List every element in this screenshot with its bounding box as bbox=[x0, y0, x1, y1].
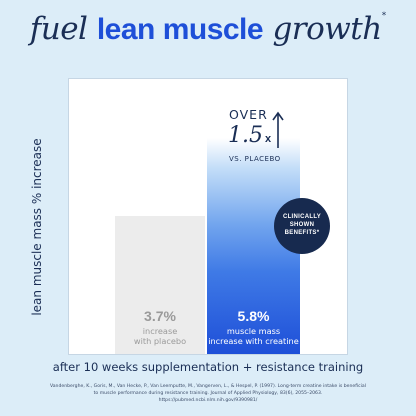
clinically-shown-badge: CLINICALLY SHOWN BENEFITS* bbox=[274, 198, 330, 254]
y-axis-label: lean muscle mass % increase bbox=[30, 138, 44, 316]
headline: fuel lean muscle growth* bbox=[0, 11, 416, 47]
citation-footnote: Vandenberghe, K., Goris, M., Van Hecke, … bbox=[49, 384, 367, 404]
badge-line-2: SHOWN bbox=[289, 222, 315, 229]
callout-vs-placebo: VS. PLACEBO bbox=[229, 155, 281, 163]
bar-creatine-description: muscle mass increase with creatine bbox=[208, 326, 299, 347]
callout-multiplier-value: 1.5 bbox=[228, 123, 263, 148]
headline-script-fuel: fuel bbox=[29, 11, 97, 47]
arrow-up-icon bbox=[272, 111, 284, 148]
headline-script-growth: growth bbox=[263, 11, 382, 47]
callout-multiplier-suffix: x bbox=[265, 133, 272, 145]
headline-bold-lean-muscle: lean muscle bbox=[96, 13, 264, 46]
callout-over-text: OVER bbox=[229, 107, 268, 122]
bar-placebo: 3.7% increase with placebo bbox=[115, 216, 205, 354]
bar-placebo-value-label: 3.7% bbox=[144, 308, 176, 324]
headline-asterisk: * bbox=[381, 11, 387, 21]
badge-line-3: BENEFITS* bbox=[284, 229, 320, 236]
x-axis-label: after 10 weeks supplementation + resista… bbox=[52, 360, 364, 374]
chart-plot-area: 3.7% increase with placebo 5.8% muscle m… bbox=[68, 78, 348, 355]
bar-creatine-value-label: 5.8% bbox=[237, 308, 270, 324]
callout-multiplier: 1.5 x bbox=[228, 125, 271, 147]
bar-placebo-description: increase with placebo bbox=[133, 326, 187, 347]
badge-line-1: CLINICALLY bbox=[282, 214, 322, 221]
